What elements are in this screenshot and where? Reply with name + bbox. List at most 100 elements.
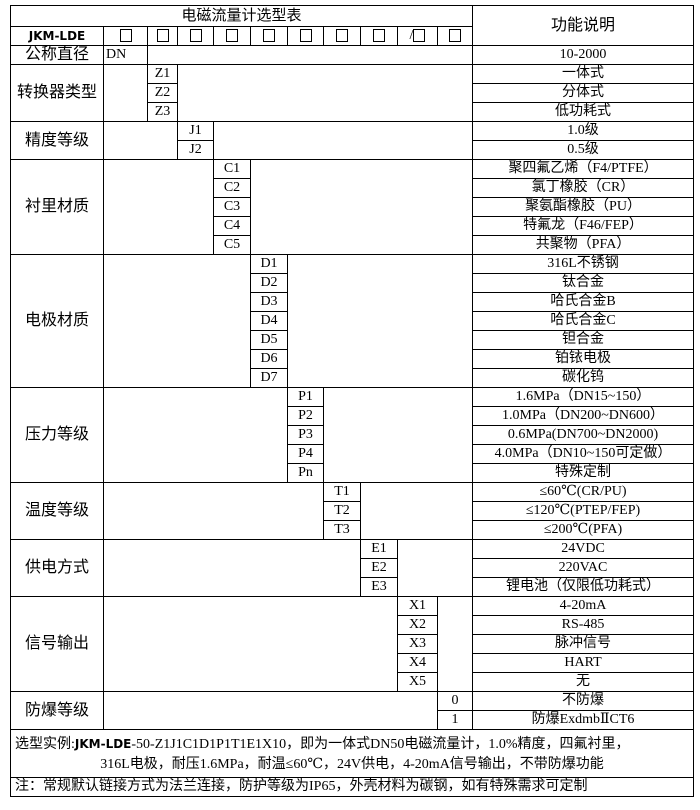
selection-table: 电磁流量计选型表 功能说明 JKM-LDE / 公称直径 DN 10-2000 转换器… xyxy=(9,5,695,797)
empty-box-icon xyxy=(299,29,312,43)
blank-cell xyxy=(103,121,178,160)
option-code: D1 xyxy=(250,254,288,274)
option-description: 1.0MPa（DN200~DN600） xyxy=(472,406,695,426)
blank-cell xyxy=(436,596,474,692)
option-description: 低功耗式 xyxy=(472,102,695,122)
option-description: 1.6MPa（DN15~150） xyxy=(472,387,695,407)
group-row: X2 RS-485 xyxy=(11,615,695,635)
blank-cell xyxy=(103,539,361,597)
group-row: Z3 低功耗式 xyxy=(11,102,695,122)
group-row: C2 氯丁橡胶（CR） xyxy=(11,178,695,198)
empty-box-icon xyxy=(189,29,202,43)
option-code: Pn xyxy=(287,463,324,483)
group-label: 温度等级 xyxy=(10,482,104,540)
option-code: Z1 xyxy=(147,64,178,84)
option-code: C1 xyxy=(213,159,251,179)
code-box-3 xyxy=(177,26,214,46)
code-box-9: / xyxy=(397,26,438,46)
option-code: P2 xyxy=(287,406,324,426)
option-description: ≤60℃(CR/PU) xyxy=(472,482,695,502)
group-row: 转换器类型 Z1 一体式 xyxy=(10,64,695,122)
option-code: E2 xyxy=(360,558,398,578)
group-row: 压力等级 P1 1.6MPa（DN15~150） xyxy=(10,387,695,483)
group-row: D3 哈氏合金B xyxy=(11,292,695,312)
example-line1: -50-Z1J1C1D1P1T1E1X10，即为一体式DN50电磁流量计，1.0… xyxy=(131,737,630,752)
empty-box-icon xyxy=(449,29,461,43)
option-code: 1 xyxy=(436,710,474,730)
group-label: 精度等级 xyxy=(10,121,104,160)
blank-cell xyxy=(103,482,324,540)
option-code: P3 xyxy=(287,425,324,445)
group-row: 温度等级 T1 ≤60℃(CR/PU) xyxy=(10,482,695,540)
blank-cell xyxy=(103,159,214,255)
function-header: 功能说明 xyxy=(472,5,695,46)
code-box-7 xyxy=(323,26,361,46)
code-box-10 xyxy=(436,26,474,46)
option-description: RS-485 xyxy=(472,615,695,635)
option-description: 特殊定制 xyxy=(472,463,695,483)
option-code: C3 xyxy=(213,197,251,217)
option-description: 一体式 xyxy=(472,64,695,84)
empty-box-icon xyxy=(373,29,385,43)
group-label: 供电方式 xyxy=(10,539,104,597)
option-code: E3 xyxy=(360,577,398,597)
option-description: 防爆ExdmbⅡCT6 xyxy=(472,710,695,730)
blank-cell xyxy=(176,64,474,122)
option-description: 钽合金 xyxy=(472,330,695,350)
option-code: T1 xyxy=(323,482,361,502)
option-code: X1 xyxy=(397,596,438,616)
empty-box-icon xyxy=(263,29,275,43)
blank-cell xyxy=(359,482,474,540)
blank-cell xyxy=(146,45,474,65)
group-row: Pn 特殊定制 xyxy=(11,463,695,483)
option-description: 特氟龙（F46/FEP） xyxy=(472,216,695,236)
option-code: X3 xyxy=(397,634,438,654)
empty-box-icon xyxy=(336,29,348,43)
group-row: 精度等级 J1 1.0级 xyxy=(10,121,695,160)
blank-cell xyxy=(322,387,474,483)
code-box-5 xyxy=(250,26,288,46)
option-code: Z3 xyxy=(147,102,178,122)
option-description: 脉冲信号 xyxy=(472,634,695,654)
group-row: Z2 分体式 xyxy=(11,83,695,103)
group-row: 1 防爆ExdmbⅡCT6 xyxy=(11,710,695,730)
option-description: 铂铱电极 xyxy=(472,349,695,369)
group-row: X5 无 xyxy=(11,672,695,692)
option-description: 316L不锈钢 xyxy=(472,254,695,274)
group-label: 衬里材质 xyxy=(10,159,104,255)
group-row: 衬里材质 C1 聚四氟乙烯（F4/PTFE） xyxy=(10,159,695,255)
group-row: D7 碳化钨 xyxy=(11,368,695,388)
group-row: 公称直径 DN 10-2000 xyxy=(10,45,695,65)
group-row: 供电方式 E1 24VDC xyxy=(10,539,695,597)
code-box-4 xyxy=(213,26,251,46)
group-label: 防爆等级 xyxy=(10,691,104,730)
blank-cell xyxy=(103,254,251,388)
blank-cell xyxy=(212,121,474,160)
group-row: P4 4.0MPa（DN10~150可定做） xyxy=(11,444,695,464)
group-label: 压力等级 xyxy=(10,387,104,483)
option-code: X2 xyxy=(397,615,438,635)
group-row: C4 特氟龙（F46/FEP） xyxy=(11,216,695,236)
option-description: 钛合金 xyxy=(472,273,695,293)
option-code: E1 xyxy=(360,539,398,559)
note: 注：常规默认链接方式为法兰连接，防护等级为IP65，外壳材料为碳钢，如有特殊需求… xyxy=(9,777,695,797)
slash-separator: / xyxy=(409,28,414,43)
option-description: 锂电池（仅限低功耗式） xyxy=(472,577,695,597)
option-description: 4-20mA xyxy=(472,596,695,616)
group-row: P2 1.0MPa（DN200~DN600） xyxy=(11,406,695,426)
option-code: D3 xyxy=(250,292,288,312)
option-description: 24VDC xyxy=(472,539,695,559)
group-row: P3 0.6MPa(DN700~DN2000) xyxy=(11,425,695,445)
option-code: D5 xyxy=(250,330,288,350)
blank-cell xyxy=(103,64,148,122)
option-description: 220VAC xyxy=(472,558,695,578)
example-model: JKM-LDE xyxy=(74,737,132,751)
blank-cell xyxy=(396,539,474,597)
example-label: 选型实例: xyxy=(15,737,75,752)
model-prefix: JKM-LDE xyxy=(10,26,104,46)
option-description: 聚四氟乙烯（F4/PTFE） xyxy=(472,159,695,179)
empty-box-icon xyxy=(119,29,132,43)
option-code: P4 xyxy=(287,444,324,464)
option-code: C5 xyxy=(213,235,251,255)
option-code: T2 xyxy=(323,501,361,521)
